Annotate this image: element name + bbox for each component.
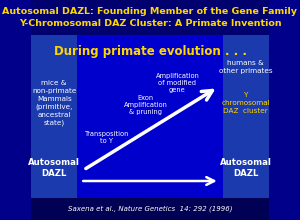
- Text: Amplification
of modified
gene: Amplification of modified gene: [155, 73, 199, 93]
- Text: humans &
other primates: humans & other primates: [219, 60, 273, 74]
- FancyBboxPatch shape: [223, 35, 269, 198]
- FancyBboxPatch shape: [31, 35, 77, 198]
- Text: During primate evolution . . .: During primate evolution . . .: [53, 44, 247, 57]
- Text: Y-Chromosomal DAZ Cluster: A Primate Invention: Y-Chromosomal DAZ Cluster: A Primate Inv…: [19, 19, 281, 28]
- Text: Exon
Amplification
& pruning: Exon Amplification & pruning: [124, 95, 167, 115]
- FancyBboxPatch shape: [77, 35, 223, 198]
- Text: Autosomal
DAZL: Autosomal DAZL: [28, 158, 80, 178]
- FancyBboxPatch shape: [31, 198, 269, 220]
- FancyBboxPatch shape: [31, 0, 269, 35]
- Text: mice &
non-primate
Mammals
(primitive,
ancestral
state): mice & non-primate Mammals (primitive, a…: [32, 80, 76, 126]
- Text: Autosomal
DAZL: Autosomal DAZL: [220, 158, 272, 178]
- Text: Autosomal DAZL: Founding Member of the Gene Family: Autosomal DAZL: Founding Member of the G…: [2, 7, 298, 16]
- Text: Transposition
to Y: Transposition to Y: [85, 131, 129, 144]
- Text: Saxena et al., Nature Genetics  14: 292 (1996): Saxena et al., Nature Genetics 14: 292 (…: [68, 206, 232, 212]
- Text: Y
chromosomal
DAZ  cluster: Y chromosomal DAZ cluster: [221, 92, 270, 114]
